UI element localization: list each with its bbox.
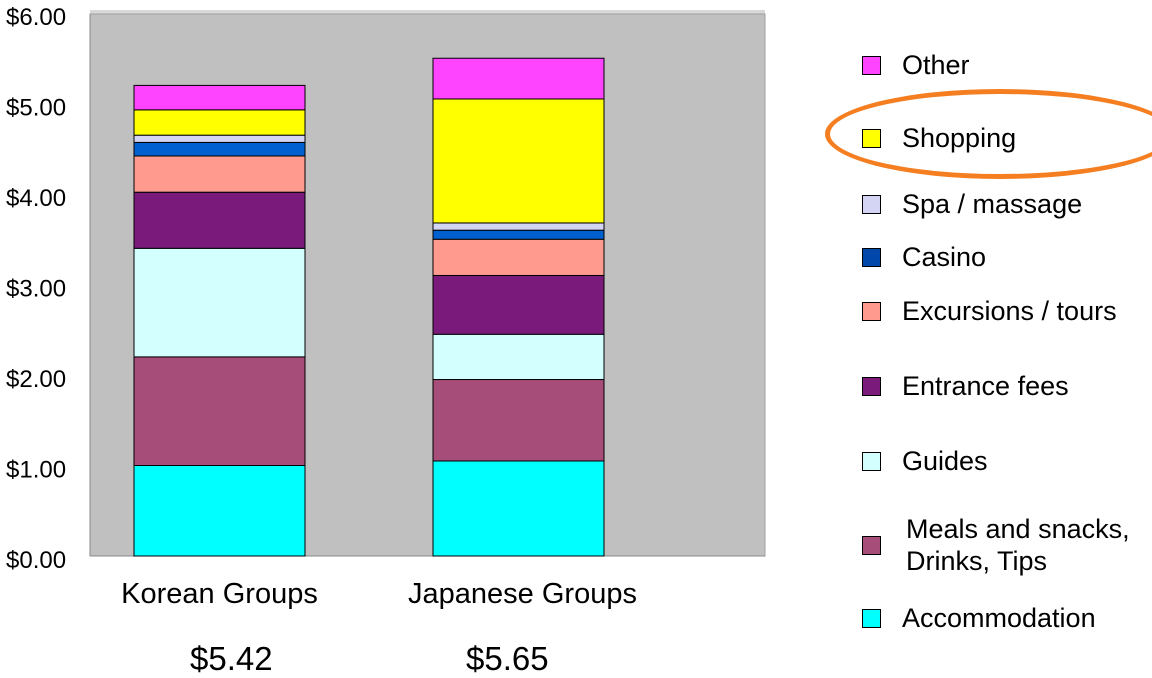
- legend-label-other: Other: [902, 50, 970, 80]
- bar-segment: [432, 222, 605, 231]
- y-tick-label: $6.00: [6, 4, 66, 31]
- legend-label-entrance-fees: Entrance fees: [902, 371, 1069, 401]
- y-tick-label: $3.00: [6, 276, 66, 303]
- bar-segment: [432, 238, 605, 276]
- legend-label-meals-snacks-drinks-tips: Meals and snacks, Drinks, Tips: [906, 514, 1130, 576]
- legend-swatch-entrance-fees: [862, 377, 881, 396]
- legend-item-guides: Guides: [862, 446, 988, 477]
- legend-swatch-spa-massage: [862, 195, 881, 214]
- bar-segment: [133, 109, 306, 136]
- x-category-label: Korean Groups: [121, 578, 318, 610]
- y-tick-label: $5.00: [6, 95, 66, 122]
- legend-label-excursions-tours: Excursions / tours: [902, 296, 1117, 326]
- legend-label-guides: Guides: [902, 446, 988, 476]
- legend-swatch-guides: [862, 452, 881, 471]
- bar-segment: [432, 333, 605, 381]
- x-category-label: Japanese Groups: [408, 578, 637, 610]
- legend-item-excursions-tours: Excursions / tours: [862, 296, 1117, 327]
- bar-segment: [133, 191, 306, 249]
- legend-swatch-meals-snacks-drinks-tips: [862, 535, 881, 555]
- bar-segment: [133, 155, 306, 193]
- legend-item-accommodation: Accommodation: [862, 603, 1096, 634]
- bar-segment: [432, 98, 605, 224]
- bar-segment: [432, 229, 605, 240]
- legend-label-accommodation: Accommodation: [902, 603, 1096, 633]
- bar-segment: [432, 274, 605, 335]
- plot-top-edge: [90, 10, 765, 14]
- bar-segment: [133, 141, 306, 157]
- total-japanese-groups: $5.65: [466, 640, 549, 677]
- bar-segment: [432, 379, 605, 462]
- y-tick-label: $0.00: [6, 547, 66, 574]
- legend-item-meals-snacks-drinks-tips: Meals and snacks, Drinks, Tips: [862, 513, 1130, 577]
- shopping-highlight-ellipse: [825, 89, 1152, 179]
- y-tick-label: $4.00: [6, 185, 66, 212]
- legend-item-other: Other: [862, 50, 970, 81]
- legend-swatch-other: [862, 56, 881, 75]
- chart-legend: Other Shopping Spa / massage Casino Excu…: [862, 0, 1152, 676]
- y-tick-label: $2.00: [6, 366, 66, 393]
- legend-label-spa-massage: Spa / massage: [902, 189, 1083, 219]
- bar-segment: [432, 460, 605, 557]
- legend-swatch-casino: [862, 248, 881, 267]
- bar-segment: [133, 134, 306, 143]
- legend-label-casino: Casino: [902, 242, 987, 272]
- legend-item-casino: Casino: [862, 242, 986, 273]
- bar-segment: [432, 57, 605, 100]
- bar-segment: [133, 84, 306, 111]
- legend-swatch-accommodation: [862, 609, 881, 628]
- y-tick-label: $1.00: [6, 457, 66, 484]
- total-korean-groups: $5.42: [190, 640, 273, 677]
- legend-item-spa-massage: Spa / massage: [862, 189, 1082, 220]
- bar-segment: [133, 247, 306, 358]
- legend-swatch-excursions-tours: [862, 302, 881, 321]
- legend-item-entrance-fees: Entrance fees: [862, 371, 1069, 402]
- bar-segment: [133, 356, 306, 466]
- bar-segment: [133, 465, 306, 557]
